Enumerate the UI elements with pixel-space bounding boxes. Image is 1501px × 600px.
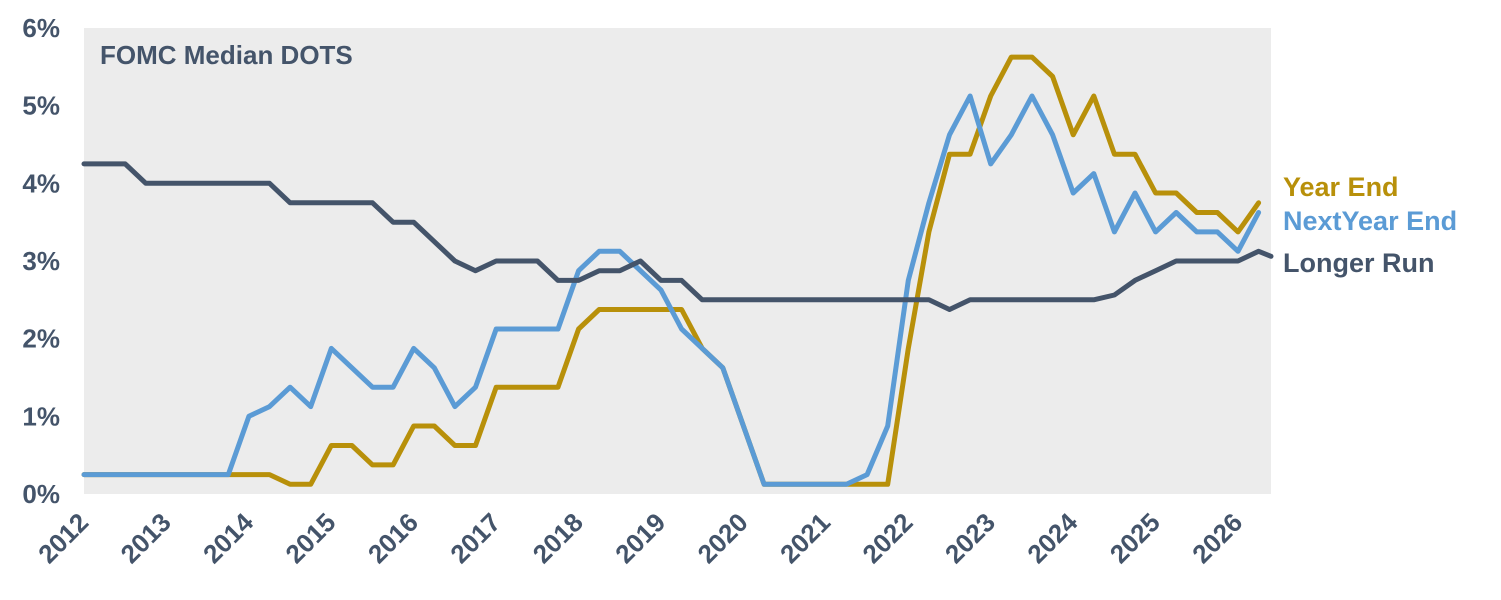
y-tick-label: 6%: [22, 13, 60, 43]
series-line-longer-run: [81, 161, 1274, 312]
x-tick-label: 2026: [1186, 507, 1248, 569]
x-tick-label: 2019: [609, 507, 671, 569]
x-tick-label: 2013: [115, 507, 177, 569]
x-tick-label: 2021: [774, 507, 836, 569]
x-tick-label: 2016: [362, 507, 424, 569]
x-tick-label: 2022: [856, 507, 918, 569]
legend-label: NextYear End: [1283, 206, 1457, 236]
legend: Year End NextYear End Longer Run: [1283, 172, 1457, 278]
y-tick-label: 4%: [22, 168, 60, 198]
x-tick-label: 2023: [939, 507, 1001, 569]
x-tick-label: 2015: [279, 507, 341, 569]
y-tick-label: 1%: [22, 401, 60, 431]
y-axis: 0% 1% 2% 3% 4% 5% 6%: [22, 13, 60, 509]
x-tick-label: 2020: [692, 507, 754, 569]
legend-label: Longer Run: [1283, 248, 1434, 278]
plot-area-background: [84, 28, 1271, 494]
x-tick-label: 2017: [444, 507, 506, 569]
legend-label: Year End: [1283, 172, 1399, 202]
x-tick-label: 2024: [1021, 507, 1083, 569]
x-tick-label: 2012: [32, 507, 94, 569]
series-lines: [81, 54, 1274, 487]
x-tick-label: 2025: [1104, 507, 1166, 569]
x-tick-label: 2014: [197, 507, 259, 569]
x-axis: 2012 2013 2014 2015 2016 2017 2018 2019 2020 2021…: [32, 507, 1248, 569]
y-tick-label: 3%: [22, 246, 60, 276]
series-line-nextyear-end: [81, 93, 1262, 487]
x-tick-label: 2018: [527, 507, 589, 569]
y-tick-label: 5%: [22, 91, 60, 121]
chart-title: FOMC Median DOTS: [100, 40, 353, 70]
y-tick-label: 2%: [22, 324, 60, 354]
y-tick-label: 0%: [22, 479, 60, 509]
